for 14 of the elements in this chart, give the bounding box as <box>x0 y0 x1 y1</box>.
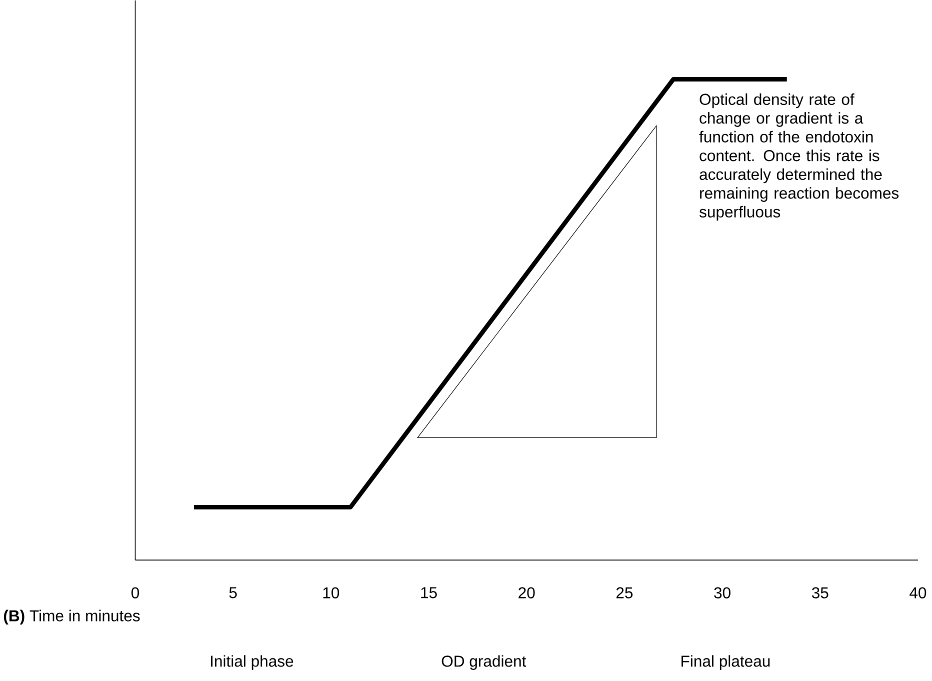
x-tick-label: 5 <box>229 586 237 598</box>
x-tick-label: 30 <box>714 587 730 598</box>
text: Final plateau <box>682 654 770 670</box>
x-tick-label: 35 <box>812 587 828 598</box>
x-tick-label: 10 <box>323 587 340 598</box>
x-tick-label: 20 <box>518 587 535 598</box>
text: OD gradient <box>442 654 526 670</box>
x-tick-label: 15 <box>421 586 437 598</box>
x-tick-label: 0 <box>131 587 140 598</box>
text: Initial phase <box>211 654 294 670</box>
x-axis-title: (B) Time in minutes <box>4 610 140 624</box>
x-tick-label: 25 <box>616 587 633 598</box>
x-tick-label: 40 <box>910 587 926 598</box>
annotation: Optical density rate of change or gradient is a function of the endotoxin content. Once this rate is accurately determined the remaining reaction becomes superfluous <box>699 93 899 220</box>
